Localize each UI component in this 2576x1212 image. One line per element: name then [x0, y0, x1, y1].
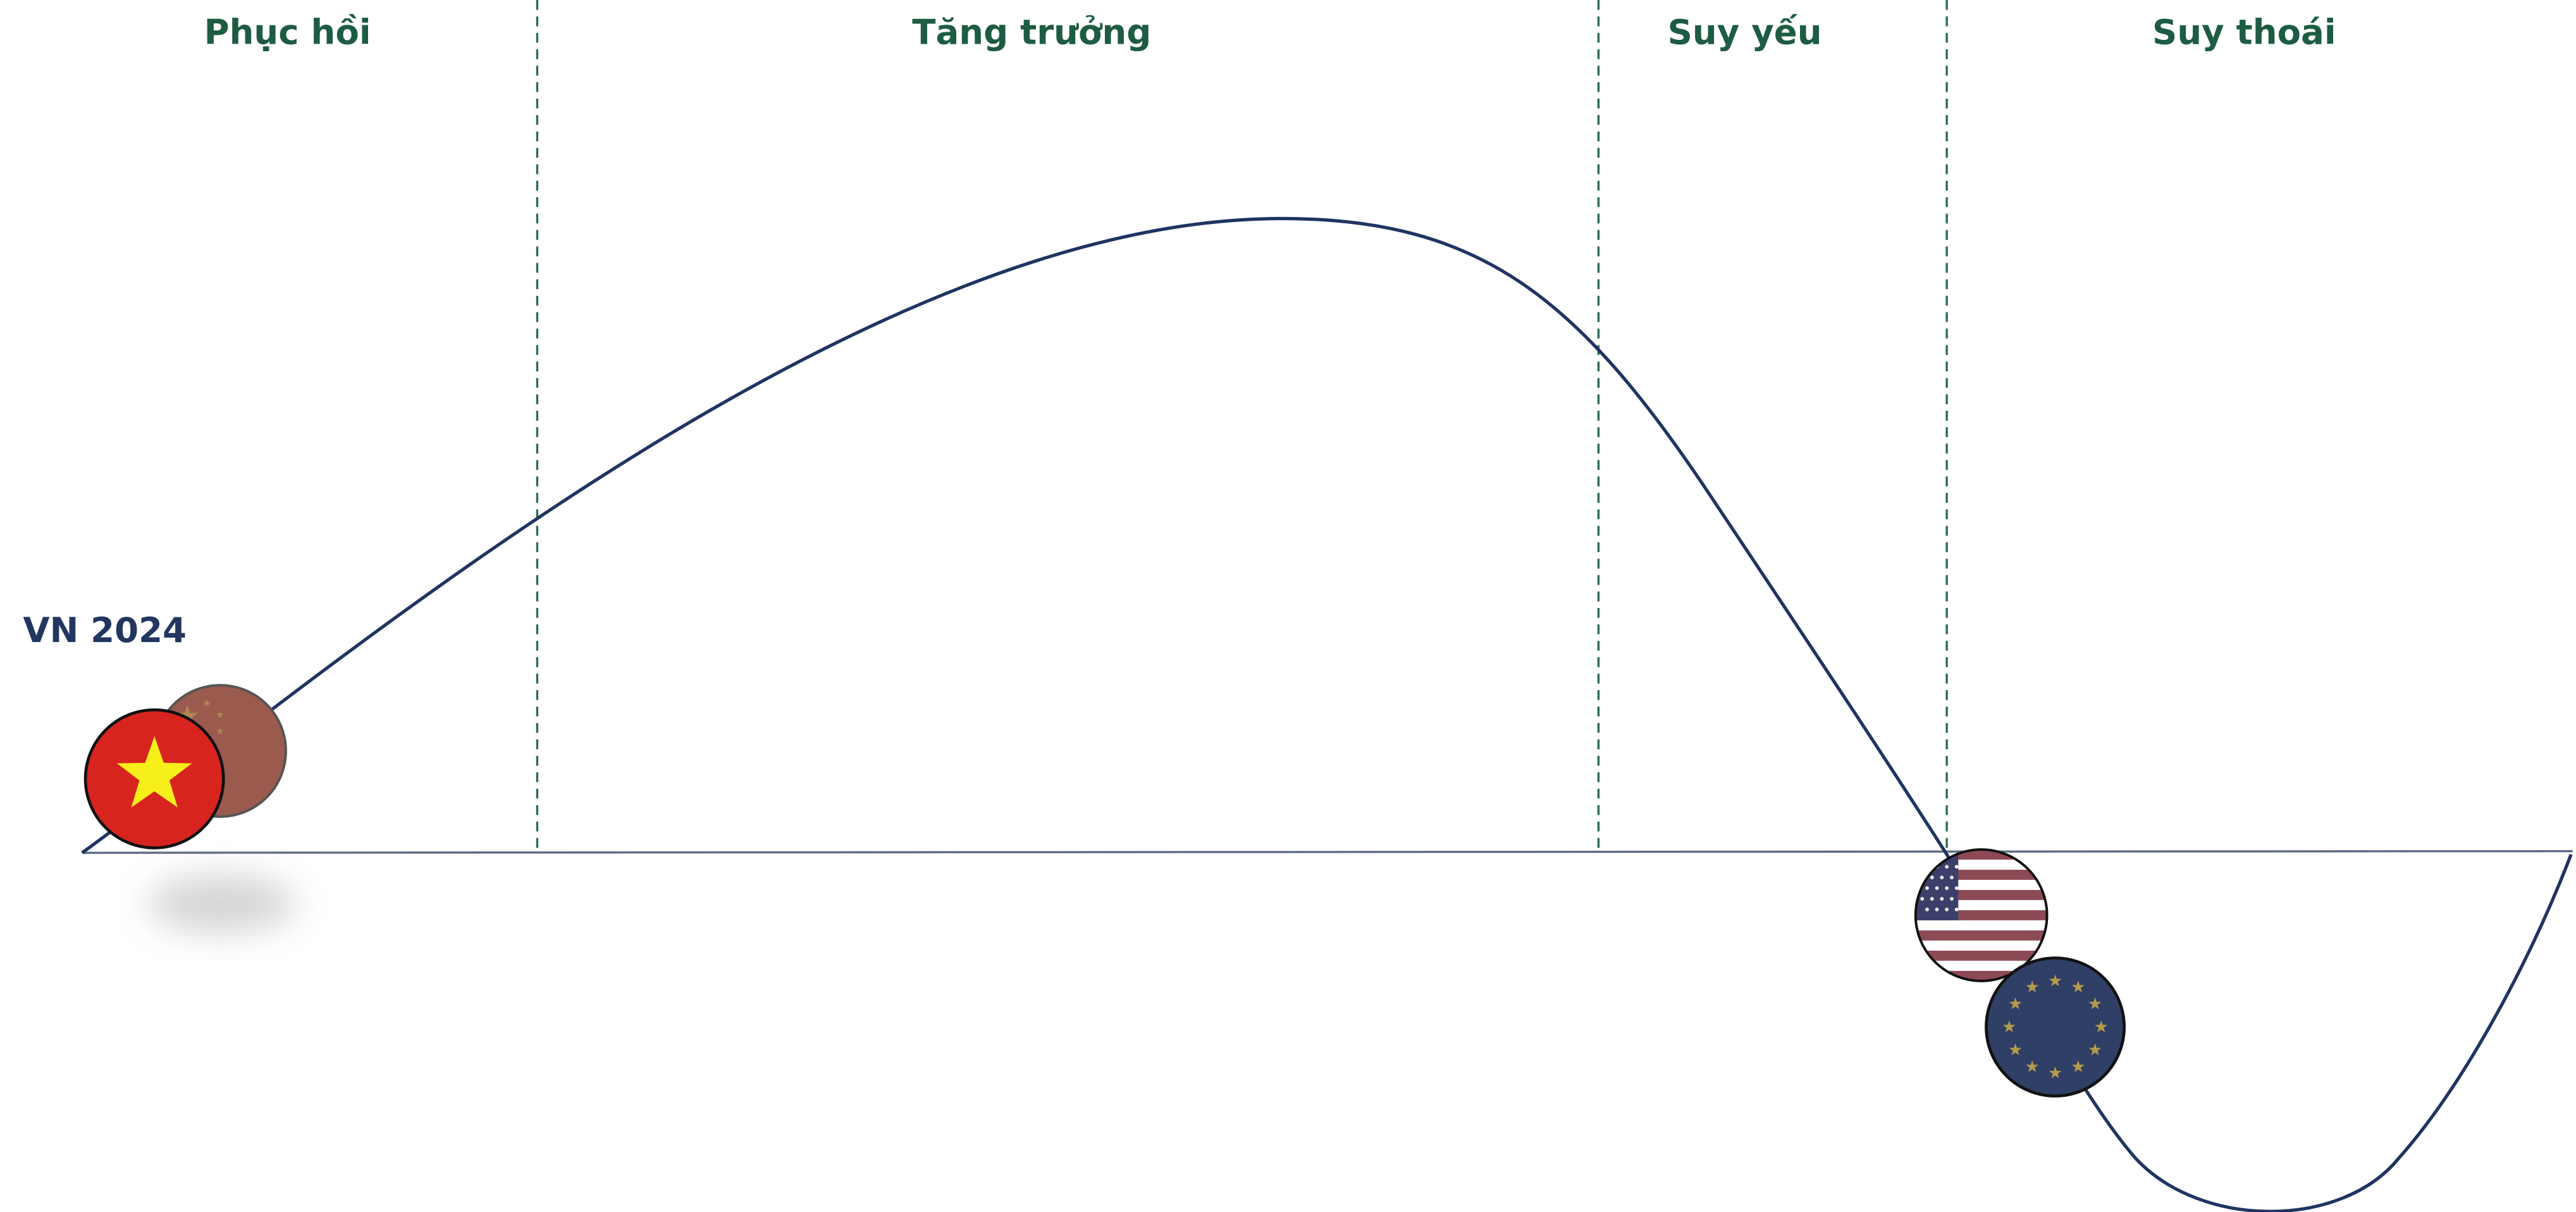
flag-star	[2026, 1060, 2039, 1072]
flag-border	[1914, 848, 2049, 982]
flag-star	[2026, 980, 2039, 992]
flag-star	[2072, 1060, 2085, 1072]
flag-stripe	[1915, 950, 2047, 961]
flag-star	[1930, 875, 1934, 879]
flag-star	[2002, 1020, 2016, 1032]
flag-star	[1940, 875, 1944, 879]
flag-star	[1945, 907, 1949, 912]
flag-star	[2072, 980, 2085, 992]
flag-star	[1940, 854, 1944, 858]
flag-star	[176, 705, 199, 726]
marker-label: VN 2024	[23, 610, 187, 650]
flag-star	[1950, 897, 1954, 901]
flag-star	[1954, 865, 1959, 869]
flag-star	[1935, 907, 1939, 912]
phase-title: Phục hồi	[204, 12, 371, 53]
flag-star	[1935, 886, 1939, 890]
flag-star	[1925, 886, 1929, 890]
flag-star	[1940, 897, 1944, 901]
labels: VN 2024 Phục hồi Tăng trưởng Suy yếu Suy th…	[23, 12, 2336, 651]
flag-star	[1920, 897, 1925, 901]
phase-title: Suy thoái	[2152, 12, 2336, 53]
flag-star	[1920, 854, 1925, 858]
flag-star	[1945, 886, 1949, 890]
flag-star	[116, 736, 192, 808]
phase-title: Suy yếu	[1668, 12, 1822, 53]
flag-star	[1954, 886, 1959, 890]
flag-star	[1954, 907, 1959, 912]
flag-star	[1925, 865, 1929, 869]
flag-star	[2088, 997, 2102, 1010]
flag-star	[1930, 854, 1934, 858]
cycle-curve	[81, 216, 2573, 1212]
flag-star	[1925, 907, 1929, 912]
flag-eu	[1985, 956, 2126, 1098]
flag-star	[1950, 875, 1954, 879]
baseline	[82, 850, 2573, 854]
flag-star	[2095, 1020, 2108, 1032]
flag-star	[216, 727, 225, 735]
flag-star	[2009, 997, 2022, 1010]
flag-star	[1945, 865, 1949, 869]
flag-star	[2049, 974, 2062, 987]
flag-stripe	[1915, 930, 2047, 941]
flag-star	[2049, 1066, 2062, 1079]
flag-star	[203, 699, 211, 707]
phase-title: Tăng trưởng	[912, 12, 1151, 53]
flag-star	[216, 710, 225, 719]
shadow	[147, 874, 296, 934]
flags	[83, 684, 2126, 1098]
flag-star	[1930, 897, 1934, 901]
phase-dividers	[536, 0, 1948, 853]
flag-star	[2088, 1043, 2102, 1056]
flag-star	[2009, 1043, 2022, 1056]
flag-star	[1920, 875, 1925, 879]
